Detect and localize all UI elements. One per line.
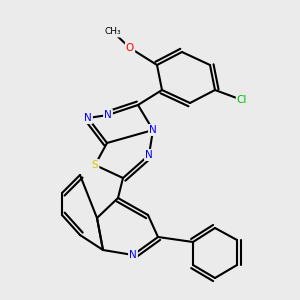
Text: CH₃: CH₃	[105, 28, 121, 37]
Text: O: O	[126, 43, 134, 53]
Text: Cl: Cl	[237, 95, 247, 105]
Text: N: N	[104, 110, 112, 120]
Text: N: N	[129, 250, 137, 260]
Text: S: S	[92, 160, 98, 170]
Text: N: N	[145, 150, 153, 160]
Text: N: N	[149, 125, 157, 135]
Text: N: N	[84, 113, 92, 123]
